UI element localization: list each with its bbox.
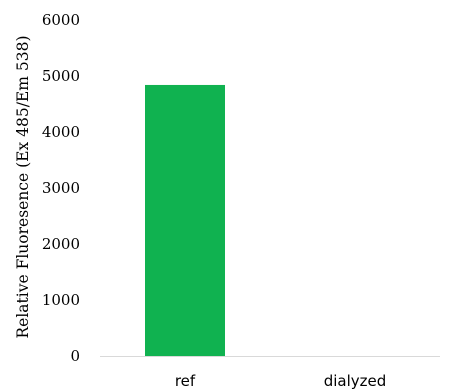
y-axis-title: Relative Fluoresence (Ex 485/Em 538) xyxy=(14,36,32,339)
y-tick-label: 1000 xyxy=(42,291,80,309)
y-tick-label: 3000 xyxy=(42,179,80,197)
y-tick-label: 2000 xyxy=(42,235,80,253)
bars xyxy=(145,84,225,357)
y-tick-label: 0 xyxy=(70,347,80,365)
y-tick-label: 4000 xyxy=(42,123,80,141)
y-tick-label: 5000 xyxy=(42,67,80,85)
y-tick-label: 6000 xyxy=(42,11,80,29)
x-axis-categories: ref dialyzed xyxy=(175,372,386,390)
x-category-label: ref xyxy=(175,372,196,390)
y-axis-ticks: 0 1000 2000 3000 4000 5000 6000 xyxy=(42,11,80,365)
bar-ref xyxy=(145,84,225,357)
x-category-label: dialyzed xyxy=(324,372,387,390)
